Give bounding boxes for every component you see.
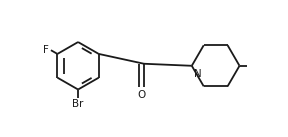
Text: O: O: [138, 90, 146, 100]
Text: F: F: [43, 45, 49, 55]
Text: Br: Br: [72, 99, 84, 109]
Text: N: N: [194, 69, 202, 79]
